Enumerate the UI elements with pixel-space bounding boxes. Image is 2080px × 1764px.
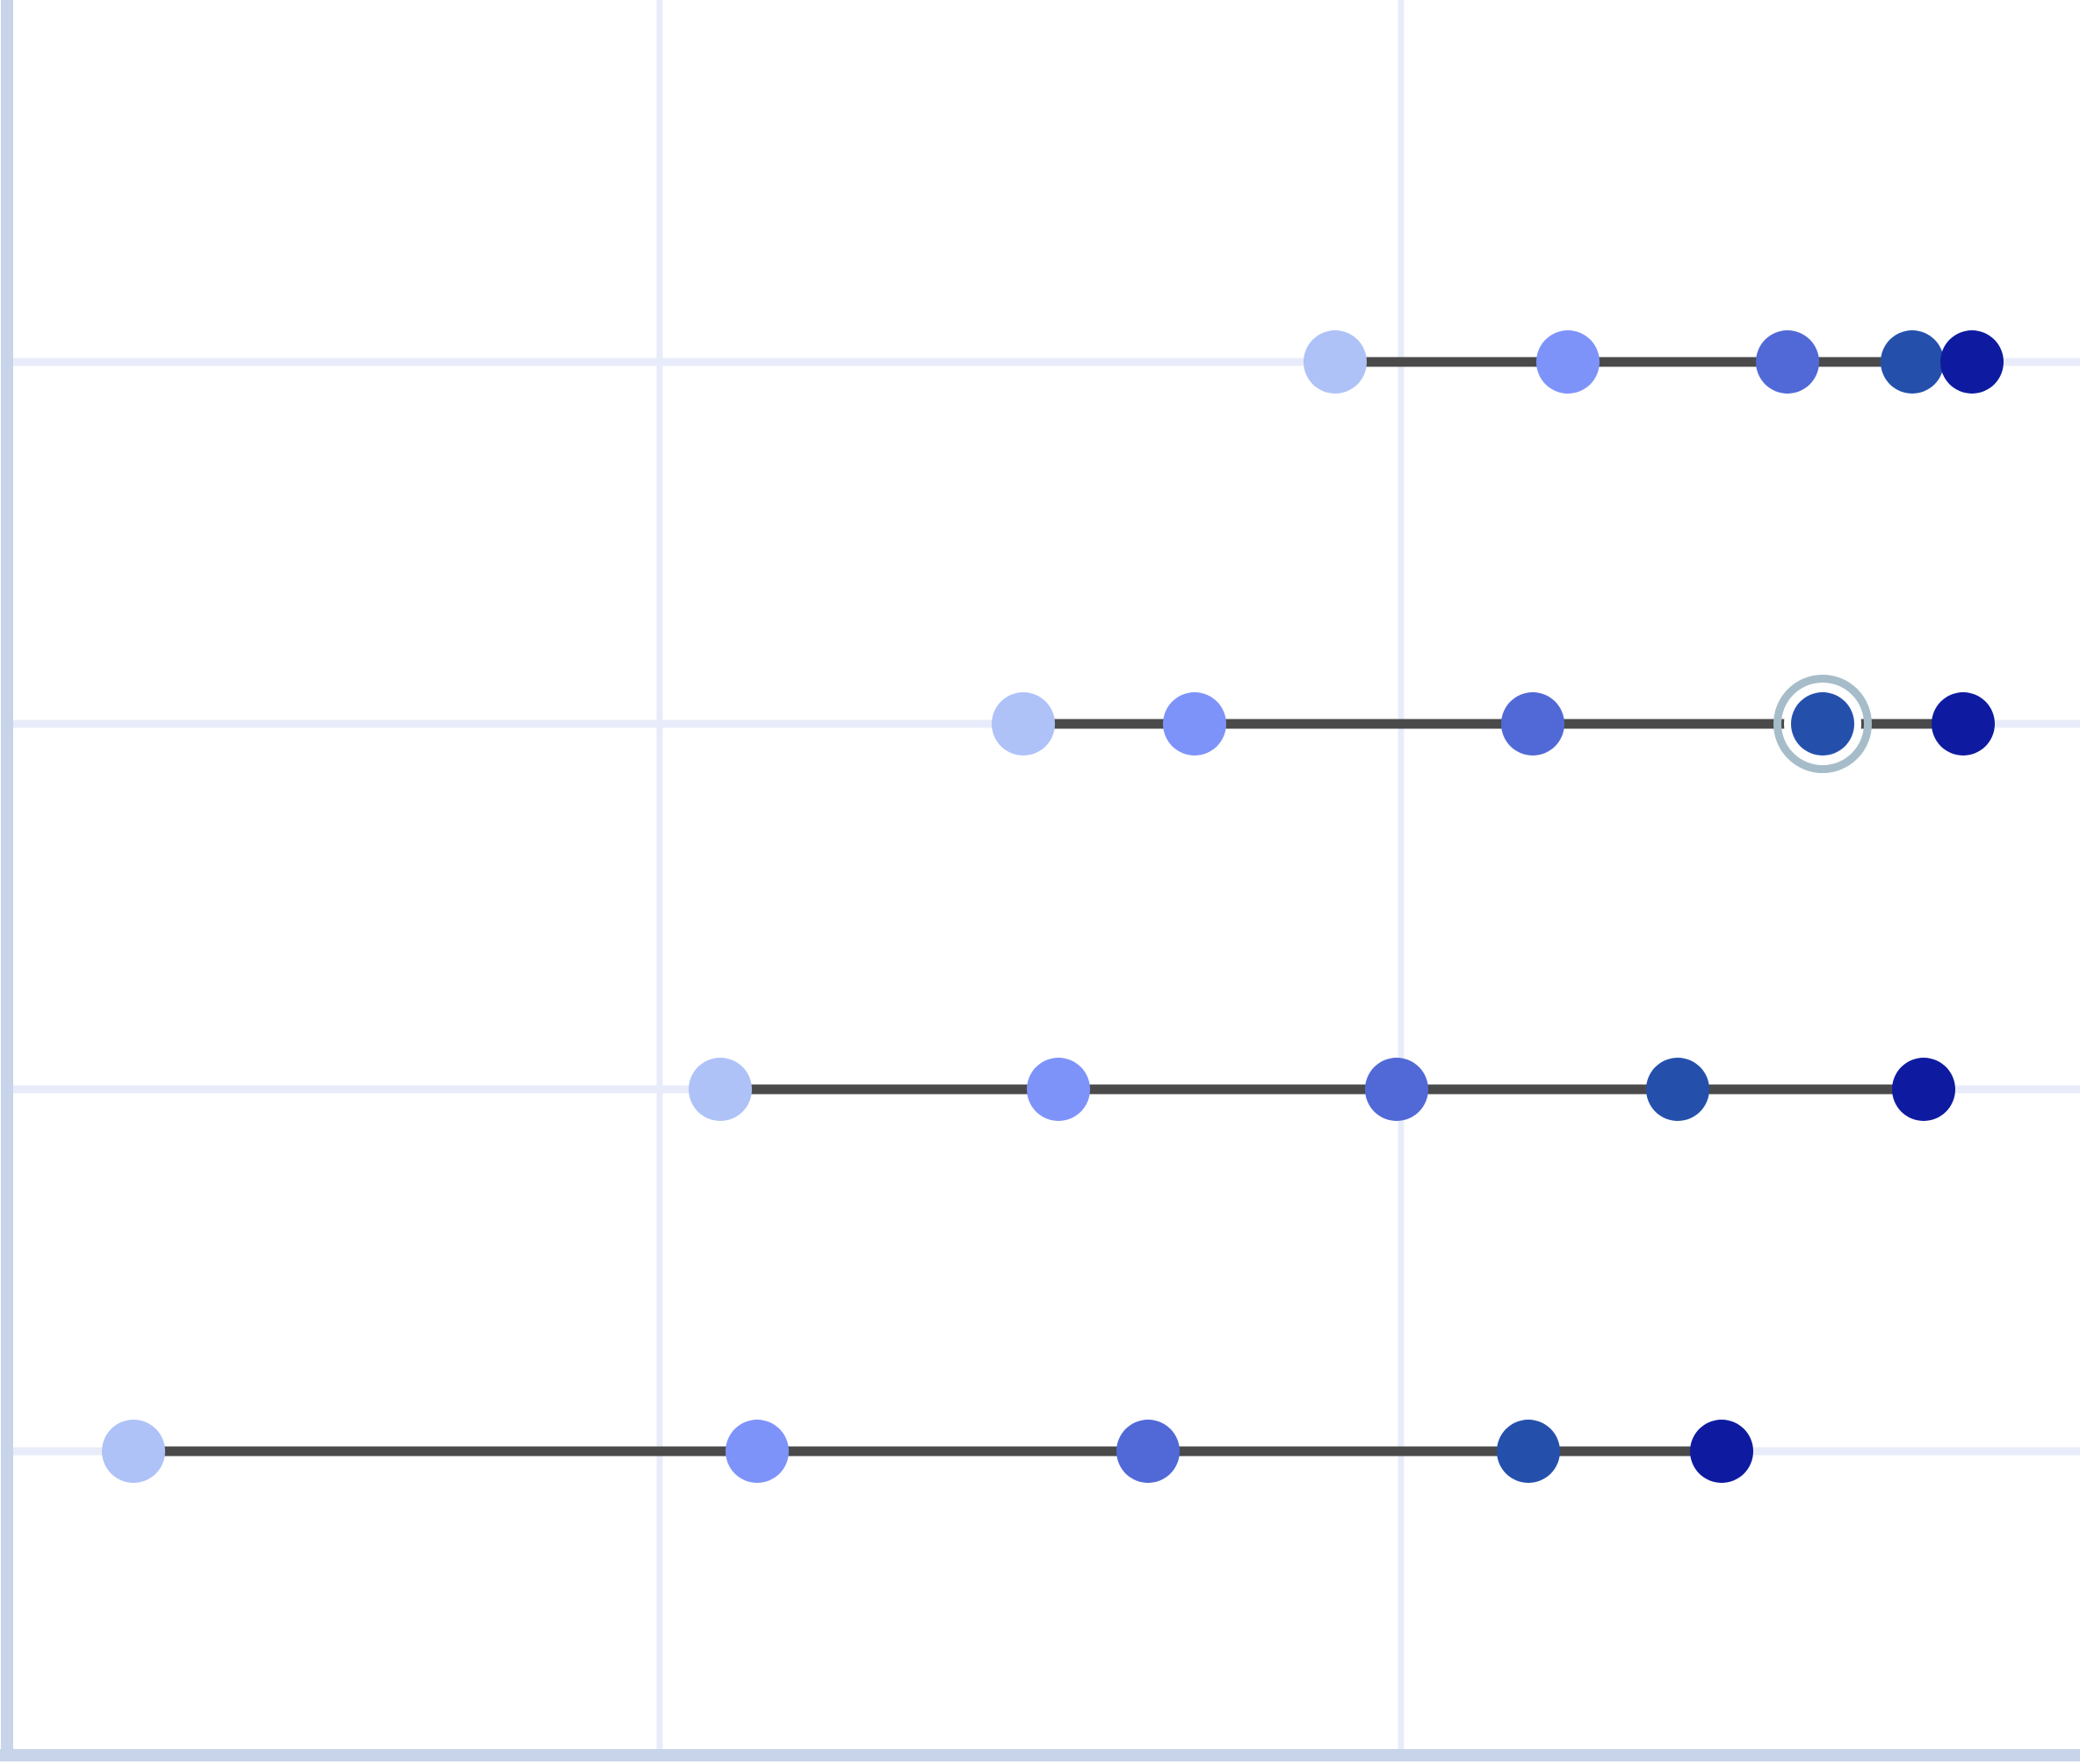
selection-ring xyxy=(1773,675,1872,773)
data-point[interactable] xyxy=(1940,330,2004,394)
data-point[interactable] xyxy=(1756,330,1819,394)
data-point[interactable] xyxy=(1163,692,1226,755)
dumbbell-row xyxy=(102,1420,1753,1483)
data-point[interactable] xyxy=(1027,1058,1090,1121)
data-point[interactable] xyxy=(1892,1058,1955,1121)
data-point[interactable] xyxy=(992,692,1055,755)
data-point[interactable] xyxy=(1365,1058,1428,1121)
data-point[interactable] xyxy=(1116,1420,1180,1483)
data-point[interactable] xyxy=(1932,692,1995,755)
data-point[interactable] xyxy=(1690,1420,1753,1483)
data-point[interactable] xyxy=(726,1420,789,1483)
data-point[interactable] xyxy=(1536,330,1600,394)
dumbbell-row xyxy=(1304,330,2004,394)
data-point[interactable] xyxy=(1881,330,1944,394)
data-point[interactable] xyxy=(1501,692,1564,755)
dumbbell-row xyxy=(992,675,1995,773)
data-point[interactable] xyxy=(1304,330,1367,394)
data-point[interactable] xyxy=(689,1058,752,1121)
dumbbell-row xyxy=(689,1058,1955,1121)
data-point[interactable] xyxy=(102,1420,165,1483)
data-point[interactable] xyxy=(1497,1420,1560,1483)
data-point[interactable] xyxy=(1646,1058,1709,1121)
data-point-selected[interactable] xyxy=(1791,692,1854,755)
